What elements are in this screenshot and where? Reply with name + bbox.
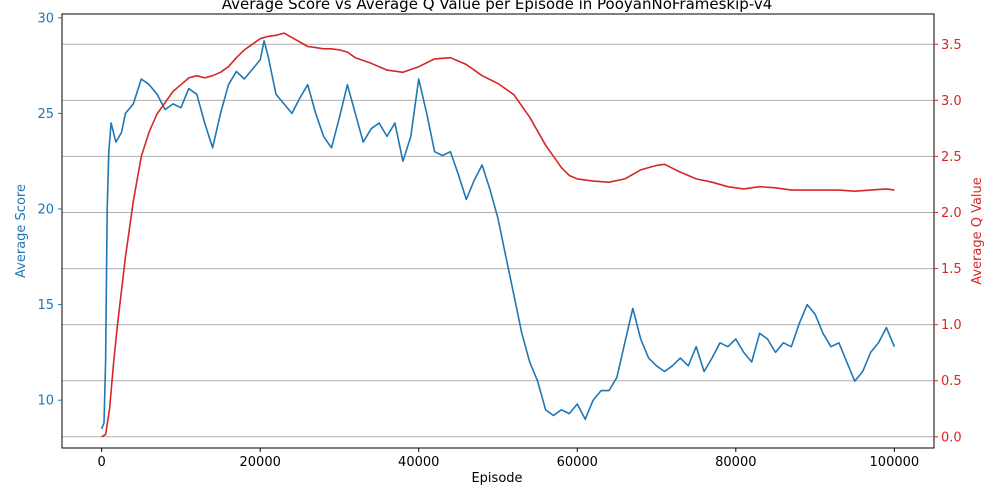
x-tick-label: 20000 [240, 455, 281, 470]
x-tick-label: 40000 [398, 455, 439, 470]
right-y-tick-label: 1.0 [941, 318, 962, 333]
left-y-axis-ticks: 10 15 20 25 30 [37, 11, 62, 409]
right-y-tick-label: 2.0 [941, 206, 962, 221]
left-y-tick-label: 25 [37, 107, 54, 122]
x-tick-label: 0 [97, 455, 105, 470]
right-y-tick-label: 3.5 [941, 38, 962, 53]
left-y-tick-label: 20 [37, 203, 54, 218]
plot-frame [61, 13, 935, 449]
left-y-tick-label: 10 [37, 394, 54, 409]
avg-q-value-line [101, 32, 895, 438]
x-tick-label: 80000 [715, 455, 756, 470]
left-y-tick-label: 30 [37, 11, 54, 26]
avg-score-line [100, 39, 896, 430]
x-tick-label: 60000 [557, 455, 598, 470]
left-y-axis-label: Average Score [14, 184, 29, 278]
right-y-tick-label: 2.5 [941, 150, 962, 165]
x-axis-label: Episode [471, 471, 522, 486]
right-y-tick-label: 0.5 [941, 374, 962, 389]
x-axis-ticks: 0 20000 40000 60000 80000 100000 [97, 448, 919, 470]
right-y-tick-label: 1.5 [941, 262, 962, 277]
right-y-tick-label: 3.0 [941, 94, 962, 109]
right-y-tick-label: 0.0 [941, 430, 962, 445]
x-tick-label: 100000 [870, 455, 920, 470]
left-y-tick-label: 15 [37, 298, 54, 313]
chart-title: Average Score vs Average Q Value per Epi… [222, 0, 773, 13]
right-y-axis-label: Average Q Value [970, 177, 985, 285]
grid-lines [62, 43, 934, 438]
right-y-axis-ticks: 0.0 0.5 1.0 1.5 2.0 2.5 3.0 3.5 [934, 38, 962, 445]
plot-lines [100, 32, 896, 438]
